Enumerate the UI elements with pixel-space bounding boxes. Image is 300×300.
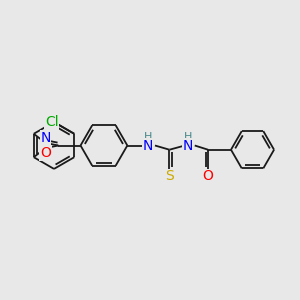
Text: N: N — [143, 139, 153, 152]
Text: O: O — [40, 146, 51, 160]
Text: H: H — [184, 132, 192, 142]
Text: O: O — [202, 169, 214, 183]
Text: S: S — [165, 169, 174, 183]
Text: N: N — [183, 139, 193, 152]
Text: N: N — [40, 131, 51, 145]
Text: Cl: Cl — [45, 115, 59, 129]
Text: H: H — [144, 132, 152, 142]
